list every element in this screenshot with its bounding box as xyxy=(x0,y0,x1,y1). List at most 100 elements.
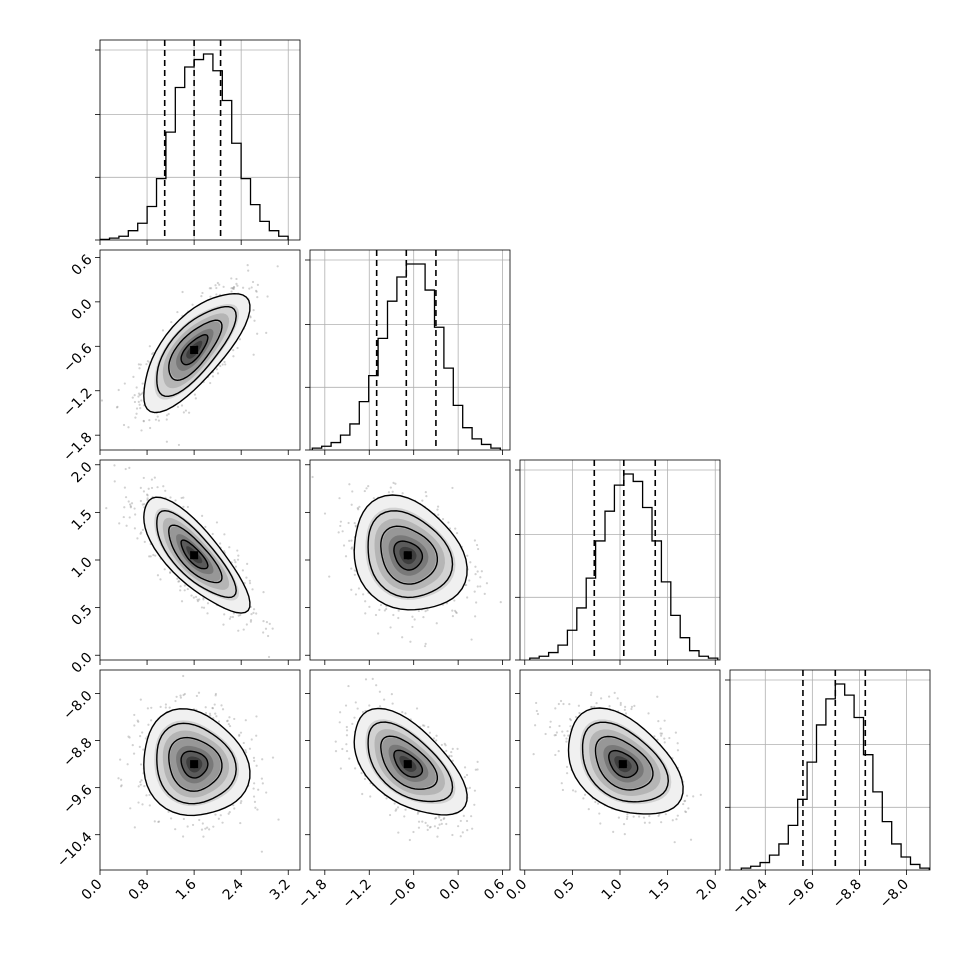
scatter-point xyxy=(117,388,120,392)
scatter-point xyxy=(365,487,368,490)
scatter-point xyxy=(140,392,143,396)
scatter-point xyxy=(241,569,244,572)
density-peak xyxy=(403,551,412,560)
scatter-point xyxy=(211,707,214,710)
scatter-point xyxy=(264,627,268,630)
scatter-point xyxy=(344,704,348,707)
scatter-point xyxy=(223,360,226,364)
scatter-point xyxy=(323,512,327,515)
scatter-point xyxy=(113,480,116,483)
scatter-point xyxy=(231,287,234,290)
scatter-point xyxy=(117,777,120,780)
scatter-point xyxy=(248,582,252,585)
scatter-point xyxy=(201,291,204,295)
scatter-point xyxy=(147,723,150,726)
scatter-point xyxy=(141,503,144,506)
scatter-point xyxy=(215,286,218,290)
scatter-point xyxy=(206,826,209,829)
scatter-point xyxy=(226,719,229,722)
scatter-point xyxy=(657,814,660,818)
scatter-point xyxy=(186,825,189,828)
scatter-point xyxy=(353,573,356,576)
scatter-point xyxy=(267,655,271,659)
scatter-point xyxy=(417,456,419,458)
scatter-point xyxy=(255,764,258,767)
scatter-point xyxy=(253,759,256,762)
scatter-point xyxy=(476,585,479,588)
scatter-point xyxy=(338,721,341,724)
scatter-point xyxy=(157,820,160,824)
scatter-point xyxy=(219,814,222,817)
scatter-point xyxy=(202,598,205,601)
scatter-point xyxy=(157,820,161,823)
scatter-point xyxy=(149,426,152,430)
scatter-point xyxy=(409,640,412,643)
scatter-point xyxy=(230,277,233,280)
scatter-point xyxy=(221,708,225,711)
scatter-point xyxy=(150,486,154,490)
scatter-point xyxy=(583,793,587,796)
scatter-point xyxy=(139,783,142,786)
scatter-point xyxy=(137,395,140,398)
scatter-point xyxy=(377,632,380,635)
scatter-point xyxy=(361,792,364,796)
scatter-point xyxy=(424,821,427,825)
scatter-point xyxy=(177,580,181,583)
scatter-point xyxy=(214,813,217,816)
scatter-point xyxy=(144,737,147,740)
scatter-point xyxy=(334,750,338,753)
scatter-point xyxy=(401,711,404,714)
scatter-point xyxy=(590,705,594,709)
scatter-point xyxy=(238,734,241,737)
scatter-point xyxy=(220,704,223,707)
scatter-point xyxy=(150,478,154,481)
scatter-point xyxy=(142,476,145,480)
scatter-point xyxy=(251,588,254,591)
scatter-point xyxy=(148,345,151,348)
scatter-point xyxy=(466,554,469,557)
contour-line xyxy=(180,333,209,366)
scatter-point xyxy=(139,499,142,503)
scatter-point xyxy=(250,286,253,289)
scatter-point xyxy=(236,558,240,561)
scatter-point xyxy=(133,724,136,727)
scatter-point xyxy=(143,785,146,788)
scatter-point xyxy=(470,638,473,641)
scatter-point xyxy=(136,537,139,540)
scatter-point xyxy=(684,810,687,813)
scatter-point xyxy=(182,505,185,508)
scatter-point xyxy=(577,704,580,707)
hist-panel-3 xyxy=(725,669,931,875)
scatter-point xyxy=(177,443,181,447)
scatter-point xyxy=(148,793,151,797)
scatter-point xyxy=(454,611,458,614)
scatter-point xyxy=(389,626,392,629)
scatter-point xyxy=(422,616,425,619)
pair-content xyxy=(117,674,308,853)
scatter-point xyxy=(361,710,365,714)
scatter-point xyxy=(124,496,128,499)
scatter-point xyxy=(216,281,219,285)
scatter-point xyxy=(232,286,236,289)
scatter-point xyxy=(477,547,480,551)
scatter-point xyxy=(221,821,224,824)
scatter-point xyxy=(133,713,136,717)
scatter-point xyxy=(306,801,308,803)
scatter-point xyxy=(265,791,268,794)
scatter-point xyxy=(408,838,411,842)
scatter-point xyxy=(181,835,185,838)
scatter-point xyxy=(473,539,476,542)
scatter-point xyxy=(253,319,256,322)
scatter-point xyxy=(206,602,210,605)
contour-line xyxy=(143,708,251,817)
scatter-point xyxy=(471,827,474,830)
scatter-point xyxy=(200,606,204,609)
scatter-point xyxy=(235,277,238,281)
scatter-point xyxy=(687,807,690,810)
scatter-point xyxy=(209,295,212,298)
scatter-point xyxy=(485,582,489,585)
scatter-point xyxy=(255,612,258,615)
scatter-point xyxy=(130,502,134,505)
scatter-point xyxy=(417,826,421,829)
